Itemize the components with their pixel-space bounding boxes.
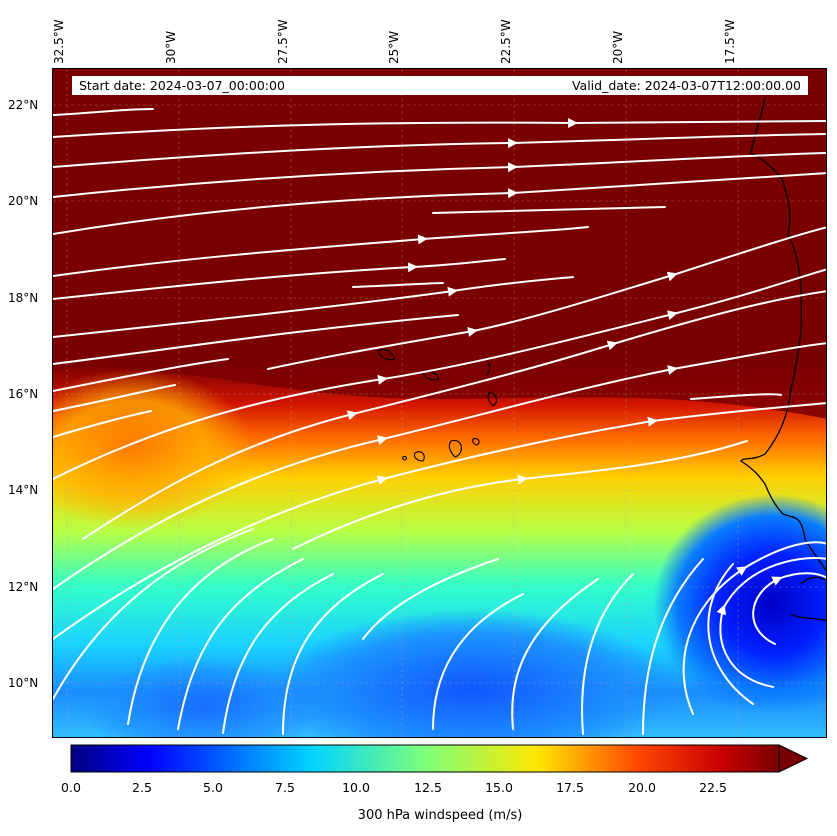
coastline bbox=[740, 96, 826, 622]
lat-label-10n: 10°N bbox=[8, 676, 39, 690]
colorbar-tick: 17.5 bbox=[556, 780, 584, 795]
lat-label-20n: 20°N bbox=[8, 194, 39, 208]
lat-label-14n: 14°N bbox=[8, 483, 39, 497]
colorbar-extend-arrow bbox=[778, 744, 809, 773]
lon-label-32-5w: 32.5°W bbox=[52, 19, 66, 64]
lon-label-30w: 30°W bbox=[164, 30, 178, 64]
lat-label-12n: 12°N bbox=[8, 580, 39, 594]
colorbar-tick: 10.0 bbox=[342, 780, 370, 795]
colorbar-tick: 15.0 bbox=[485, 780, 513, 795]
colorbar-tick: 20.0 bbox=[628, 780, 656, 795]
graticule bbox=[53, 69, 826, 737]
colorbar-gradient bbox=[70, 744, 809, 773]
colorbar-label: 300 hPa windspeed (m/s) bbox=[357, 808, 523, 823]
date-header: Start date: 2024-03-07_00:00:00 Valid_da… bbox=[72, 76, 808, 95]
lat-label-16n: 16°N bbox=[8, 387, 39, 401]
lon-label-27-5w: 27.5°W bbox=[276, 19, 290, 64]
lon-label-20w: 20°W bbox=[611, 30, 625, 64]
lon-label-17-5w: 17.5°W bbox=[723, 19, 737, 64]
streamlines bbox=[53, 108, 826, 735]
colorbar-tick: 5.0 bbox=[203, 780, 223, 795]
valid-date-label: Valid_date: 2024-03-07T12:00:00.00 bbox=[571, 78, 801, 93]
colorbar-tick: 22.5 bbox=[699, 780, 727, 795]
colorbar bbox=[70, 744, 837, 774]
windspeed-field bbox=[53, 69, 826, 737]
colorbar-tick: 12.5 bbox=[414, 780, 442, 795]
colorbar-tick: 2.5 bbox=[132, 780, 152, 795]
colorbar-tick: 7.5 bbox=[275, 780, 295, 795]
colorbar-tick: 0.0 bbox=[61, 780, 81, 795]
windspeed-map bbox=[52, 68, 827, 738]
lat-label-18n: 18°N bbox=[8, 291, 39, 305]
lon-label-25w: 25°W bbox=[387, 30, 401, 64]
lon-label-22-5w: 22.5°W bbox=[499, 19, 513, 64]
lat-label-22n: 22°N bbox=[8, 98, 39, 112]
start-date-label: Start date: 2024-03-07_00:00:00 bbox=[79, 78, 285, 93]
